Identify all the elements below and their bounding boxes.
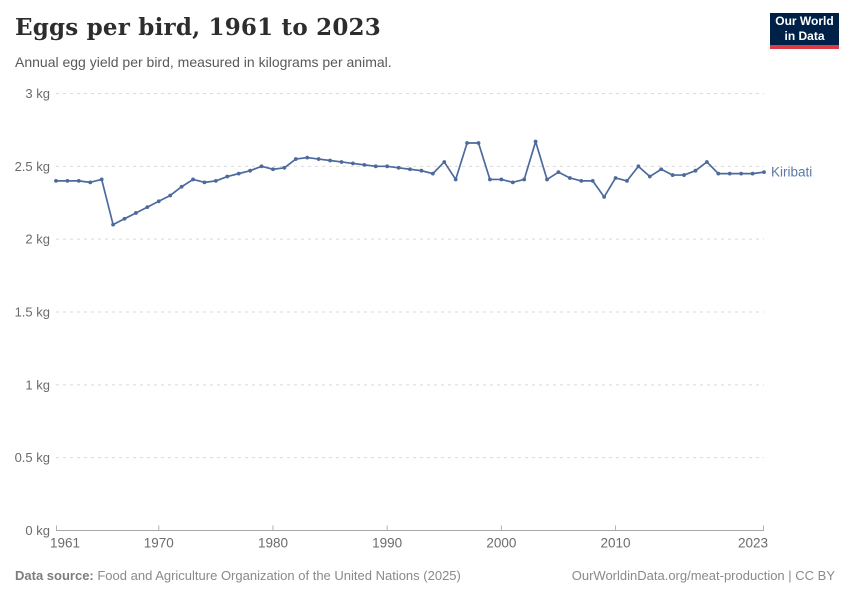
y-tick-label: 1.5 kg	[15, 305, 50, 320]
data-point-2014[interactable]	[659, 167, 664, 172]
x-tick-label: 2010	[601, 536, 631, 551]
x-tick-label: 1990	[372, 536, 402, 551]
data-point-1979[interactable]	[259, 164, 264, 169]
attribution-link[interactable]: OurWorldinData.org/meat-production | CC …	[571, 568, 835, 583]
owid-logo-line2: in Data	[784, 29, 825, 43]
data-point-1966[interactable]	[111, 222, 115, 227]
owid-logo-line1: Our World	[775, 14, 834, 29]
data-point-2009[interactable]	[602, 195, 607, 199]
data-point-1995[interactable]	[442, 160, 447, 164]
y-tick-label: 1 kg	[25, 377, 50, 392]
data-point-1968[interactable]	[134, 211, 138, 215]
data-point-1983[interactable]	[305, 155, 310, 160]
data-point-2023[interactable]	[762, 170, 766, 175]
data-point-2022[interactable]	[750, 171, 755, 176]
data-point-1997[interactable]	[465, 141, 469, 145]
data-point-1991[interactable]	[396, 165, 401, 170]
data-point-1994[interactable]	[430, 171, 435, 176]
y-tick-label: 0.5 kg	[15, 450, 50, 465]
data-point-2012[interactable]	[636, 164, 641, 169]
data-point-1977[interactable]	[236, 171, 241, 176]
data-point-1986[interactable]	[339, 160, 344, 164]
data-point-2016[interactable]	[682, 173, 686, 177]
data-point-2000[interactable]	[499, 177, 504, 182]
data-point-1969[interactable]	[145, 205, 150, 210]
data-point-1999[interactable]	[488, 177, 492, 182]
data-point-2001[interactable]	[510, 180, 515, 185]
data-point-1962[interactable]	[65, 179, 70, 183]
data-point-2004[interactable]	[545, 177, 549, 182]
data-point-2019[interactable]	[716, 171, 721, 176]
y-tick-label: 2 kg	[25, 232, 50, 247]
data-point-2007[interactable]	[579, 179, 584, 183]
owid-logo[interactable]: Our World in Data	[770, 13, 839, 49]
data-point-1984[interactable]	[316, 157, 321, 161]
data-point-1993[interactable]	[419, 168, 424, 173]
data-point-2005[interactable]	[556, 170, 561, 175]
data-point-2011[interactable]	[625, 179, 629, 183]
chart-footer: Data source: Food and Agriculture Organi…	[15, 568, 835, 583]
data-point-1996[interactable]	[453, 177, 458, 182]
entity-label-kiribati[interactable]: Kiribati	[771, 165, 812, 180]
data-point-1965[interactable]	[99, 177, 104, 182]
data-point-2021[interactable]	[739, 171, 744, 176]
data-point-1982[interactable]	[293, 157, 298, 161]
x-tick-label: 2000	[486, 536, 516, 551]
data-point-2020[interactable]	[727, 171, 732, 176]
kiribati-line[interactable]	[55, 140, 765, 226]
x-tick-label: 2023	[738, 536, 768, 551]
data-point-1987[interactable]	[351, 161, 355, 166]
data-point-1992[interactable]	[408, 167, 412, 172]
page-subtitle: Annual egg yield per bird, measured in k…	[15, 54, 392, 70]
data-point-1989[interactable]	[373, 164, 378, 169]
data-point-1967[interactable]	[122, 216, 127, 221]
data-source-label: Data source:	[15, 568, 94, 583]
data-point-1976[interactable]	[225, 174, 230, 179]
data-point-1964[interactable]	[88, 180, 93, 185]
page-title: Eggs per bird, 1961 to 2023	[15, 14, 381, 41]
x-tick-label: 1961	[50, 536, 80, 551]
y-tick-label: 0 kg	[25, 523, 50, 538]
data-source-text: Food and Agriculture Organization of the…	[93, 568, 461, 583]
data-point-1973[interactable]	[191, 177, 195, 182]
data-point-2015[interactable]	[670, 173, 675, 177]
data-point-1963[interactable]	[76, 179, 81, 183]
data-point-1974[interactable]	[202, 180, 207, 185]
data-point-2003[interactable]	[533, 139, 538, 144]
data-point-2002[interactable]	[522, 177, 527, 182]
data-point-1998[interactable]	[476, 141, 481, 145]
data-point-1990[interactable]	[385, 164, 390, 169]
data-point-2008[interactable]	[590, 179, 595, 183]
data-point-1988[interactable]	[362, 162, 367, 167]
y-tick-label: 2.5 kg	[15, 159, 50, 174]
data-point-1961[interactable]	[54, 179, 58, 183]
data-point-1975[interactable]	[213, 179, 218, 183]
data-point-1971[interactable]	[168, 193, 173, 198]
data-point-1970[interactable]	[156, 199, 161, 204]
data-point-2006[interactable]	[567, 176, 572, 180]
x-tick-label: 1970	[144, 536, 174, 551]
data-point-2017[interactable]	[693, 168, 698, 173]
data-point-2010[interactable]	[613, 176, 618, 180]
data-point-2013[interactable]	[647, 174, 652, 179]
data-point-1972[interactable]	[179, 184, 184, 189]
data-point-2018[interactable]	[705, 160, 709, 164]
data-point-1985[interactable]	[328, 158, 332, 163]
x-tick-label: 1980	[258, 536, 288, 551]
data-source-note: Data source: Food and Agriculture Organi…	[15, 568, 461, 583]
data-point-1978[interactable]	[248, 168, 253, 173]
data-point-1980[interactable]	[271, 167, 275, 172]
data-point-1981[interactable]	[282, 165, 287, 170]
y-tick-label: 3 kg	[25, 86, 50, 101]
